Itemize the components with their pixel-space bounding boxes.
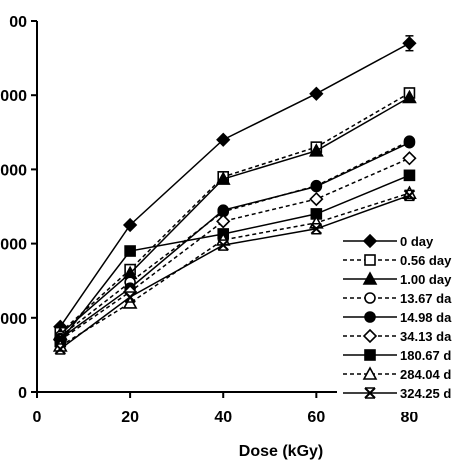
data-point xyxy=(216,132,231,147)
data-point xyxy=(124,291,136,303)
data-point xyxy=(308,143,324,157)
x-tick-label: 0 xyxy=(33,409,42,426)
legend-marker xyxy=(362,366,378,380)
legend-marker xyxy=(364,254,376,266)
legend-item: 1.00 day xyxy=(343,271,452,287)
legend-item: 14.98 da xyxy=(343,310,452,325)
legend-item: 324.25 d xyxy=(343,386,451,401)
x-tick-label: 60 xyxy=(307,409,325,426)
data-point xyxy=(403,136,416,149)
y-tick-label: 000 xyxy=(0,162,27,179)
legend-label: 0 day xyxy=(400,234,434,249)
legend-item: 284.04 d xyxy=(343,366,451,382)
data-point xyxy=(122,217,138,233)
legend-label: 284.04 d xyxy=(400,367,451,382)
data-point xyxy=(217,239,229,251)
y-tick-label: 000 xyxy=(0,237,27,254)
legend-label: 1.00 day xyxy=(400,272,452,287)
x-tick-label: 80 xyxy=(401,409,419,426)
legend-marker xyxy=(362,271,378,285)
data-point xyxy=(215,171,231,185)
legend-item: 34.13 da xyxy=(343,328,452,344)
x-axis-label: Dose (kGy) xyxy=(239,443,323,460)
legend-marker xyxy=(362,328,378,344)
legend-item: 180.67 d xyxy=(343,348,451,363)
y-tick-label: 000 xyxy=(0,311,27,328)
data-point xyxy=(309,86,324,101)
data-point xyxy=(403,169,416,182)
legend-box xyxy=(337,232,474,412)
data-point xyxy=(309,191,324,207)
y-tick-label: 00 xyxy=(9,14,27,31)
legend-marker xyxy=(364,349,376,361)
data-point xyxy=(402,36,417,51)
data-point xyxy=(54,343,66,355)
data-point xyxy=(403,189,416,202)
legend-marker xyxy=(362,233,378,249)
data-point xyxy=(217,204,230,217)
y-tick-label: 0 xyxy=(18,385,27,402)
legend-label: 13.67 da xyxy=(400,291,452,306)
x-tick-label: 40 xyxy=(214,409,232,426)
legend-item: 0.56 day xyxy=(343,253,452,268)
data-point xyxy=(216,214,231,229)
legend-label: 0.56 day xyxy=(400,253,452,268)
legend-marker xyxy=(364,292,376,304)
legend-label: 180.67 d xyxy=(400,348,451,363)
series-9 xyxy=(54,189,416,355)
data-point xyxy=(402,151,417,166)
series-layer xyxy=(52,35,417,355)
legend-label: 324.25 d xyxy=(400,386,451,401)
series-1 xyxy=(53,35,417,334)
data-point xyxy=(124,245,136,257)
legend-label: 34.13 da xyxy=(400,329,452,344)
data-point xyxy=(310,180,323,193)
legend-item: 13.67 da xyxy=(343,291,452,306)
legend-marker xyxy=(364,387,376,399)
legend-item: 0 day xyxy=(343,233,434,249)
series-line xyxy=(59,157,410,341)
x-tick-label: 20 xyxy=(121,409,139,426)
y-tick-label: 000 xyxy=(0,88,27,105)
legend-marker xyxy=(364,311,376,323)
data-point xyxy=(310,223,323,235)
data-point xyxy=(402,89,417,104)
legend: 0 day 0.56 day 1.00 day 13.67 da 14.98 da 34.… xyxy=(337,232,474,412)
legend-label: 14.98 da xyxy=(400,310,452,325)
